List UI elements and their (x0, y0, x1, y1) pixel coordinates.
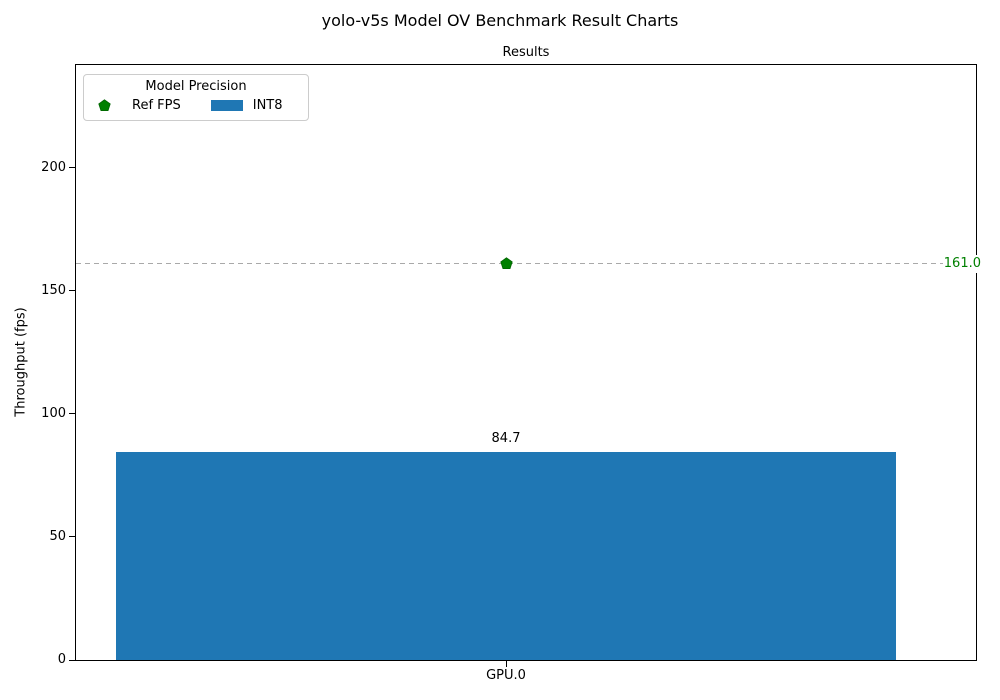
y-axis-label: Throughput (fps) (13, 307, 29, 417)
y-tick-mark (69, 413, 75, 415)
legend-label-int8: INT8 (252, 98, 283, 113)
y-tick-mark (69, 536, 75, 538)
legend-swatch-int8 (210, 100, 243, 111)
y-tick-mark (69, 290, 75, 292)
bar (115, 451, 897, 660)
x-tick-label: GPU.0 (486, 668, 526, 683)
y-tick-mark (69, 167, 75, 169)
y-tick-label: 100 (41, 405, 66, 421)
reference-line (76, 263, 976, 265)
x-tick-mark (505, 661, 507, 667)
axes: 0 50 100 150 200 84.7 161.0 GPU.0 Model Prec… (41, 64, 982, 683)
legend: Model Precision Ref FPS INT8 (83, 74, 309, 121)
chart-title: yolo-v5s Model OV Benchmark Result Chart… (321, 11, 679, 30)
y-tick-mark (69, 659, 75, 661)
pentagon-marker-icon (499, 256, 513, 269)
axes-title: Results (502, 45, 550, 60)
legend-row: Ref FPS INT8 (84, 98, 308, 113)
ref-value-label: 161.0 (942, 254, 982, 273)
bar-value-label: 84.7 (491, 430, 521, 446)
y-tick-label: 0 (57, 652, 66, 667)
legend-label-ref-fps: Ref FPS (132, 98, 181, 113)
legend-title: Model Precision (145, 79, 247, 94)
y-tick-label: 50 (49, 528, 66, 544)
legend-pentagon-icon (98, 98, 111, 113)
y-tick-label: 200 (41, 159, 66, 175)
y-tick-label: 150 (41, 282, 66, 298)
